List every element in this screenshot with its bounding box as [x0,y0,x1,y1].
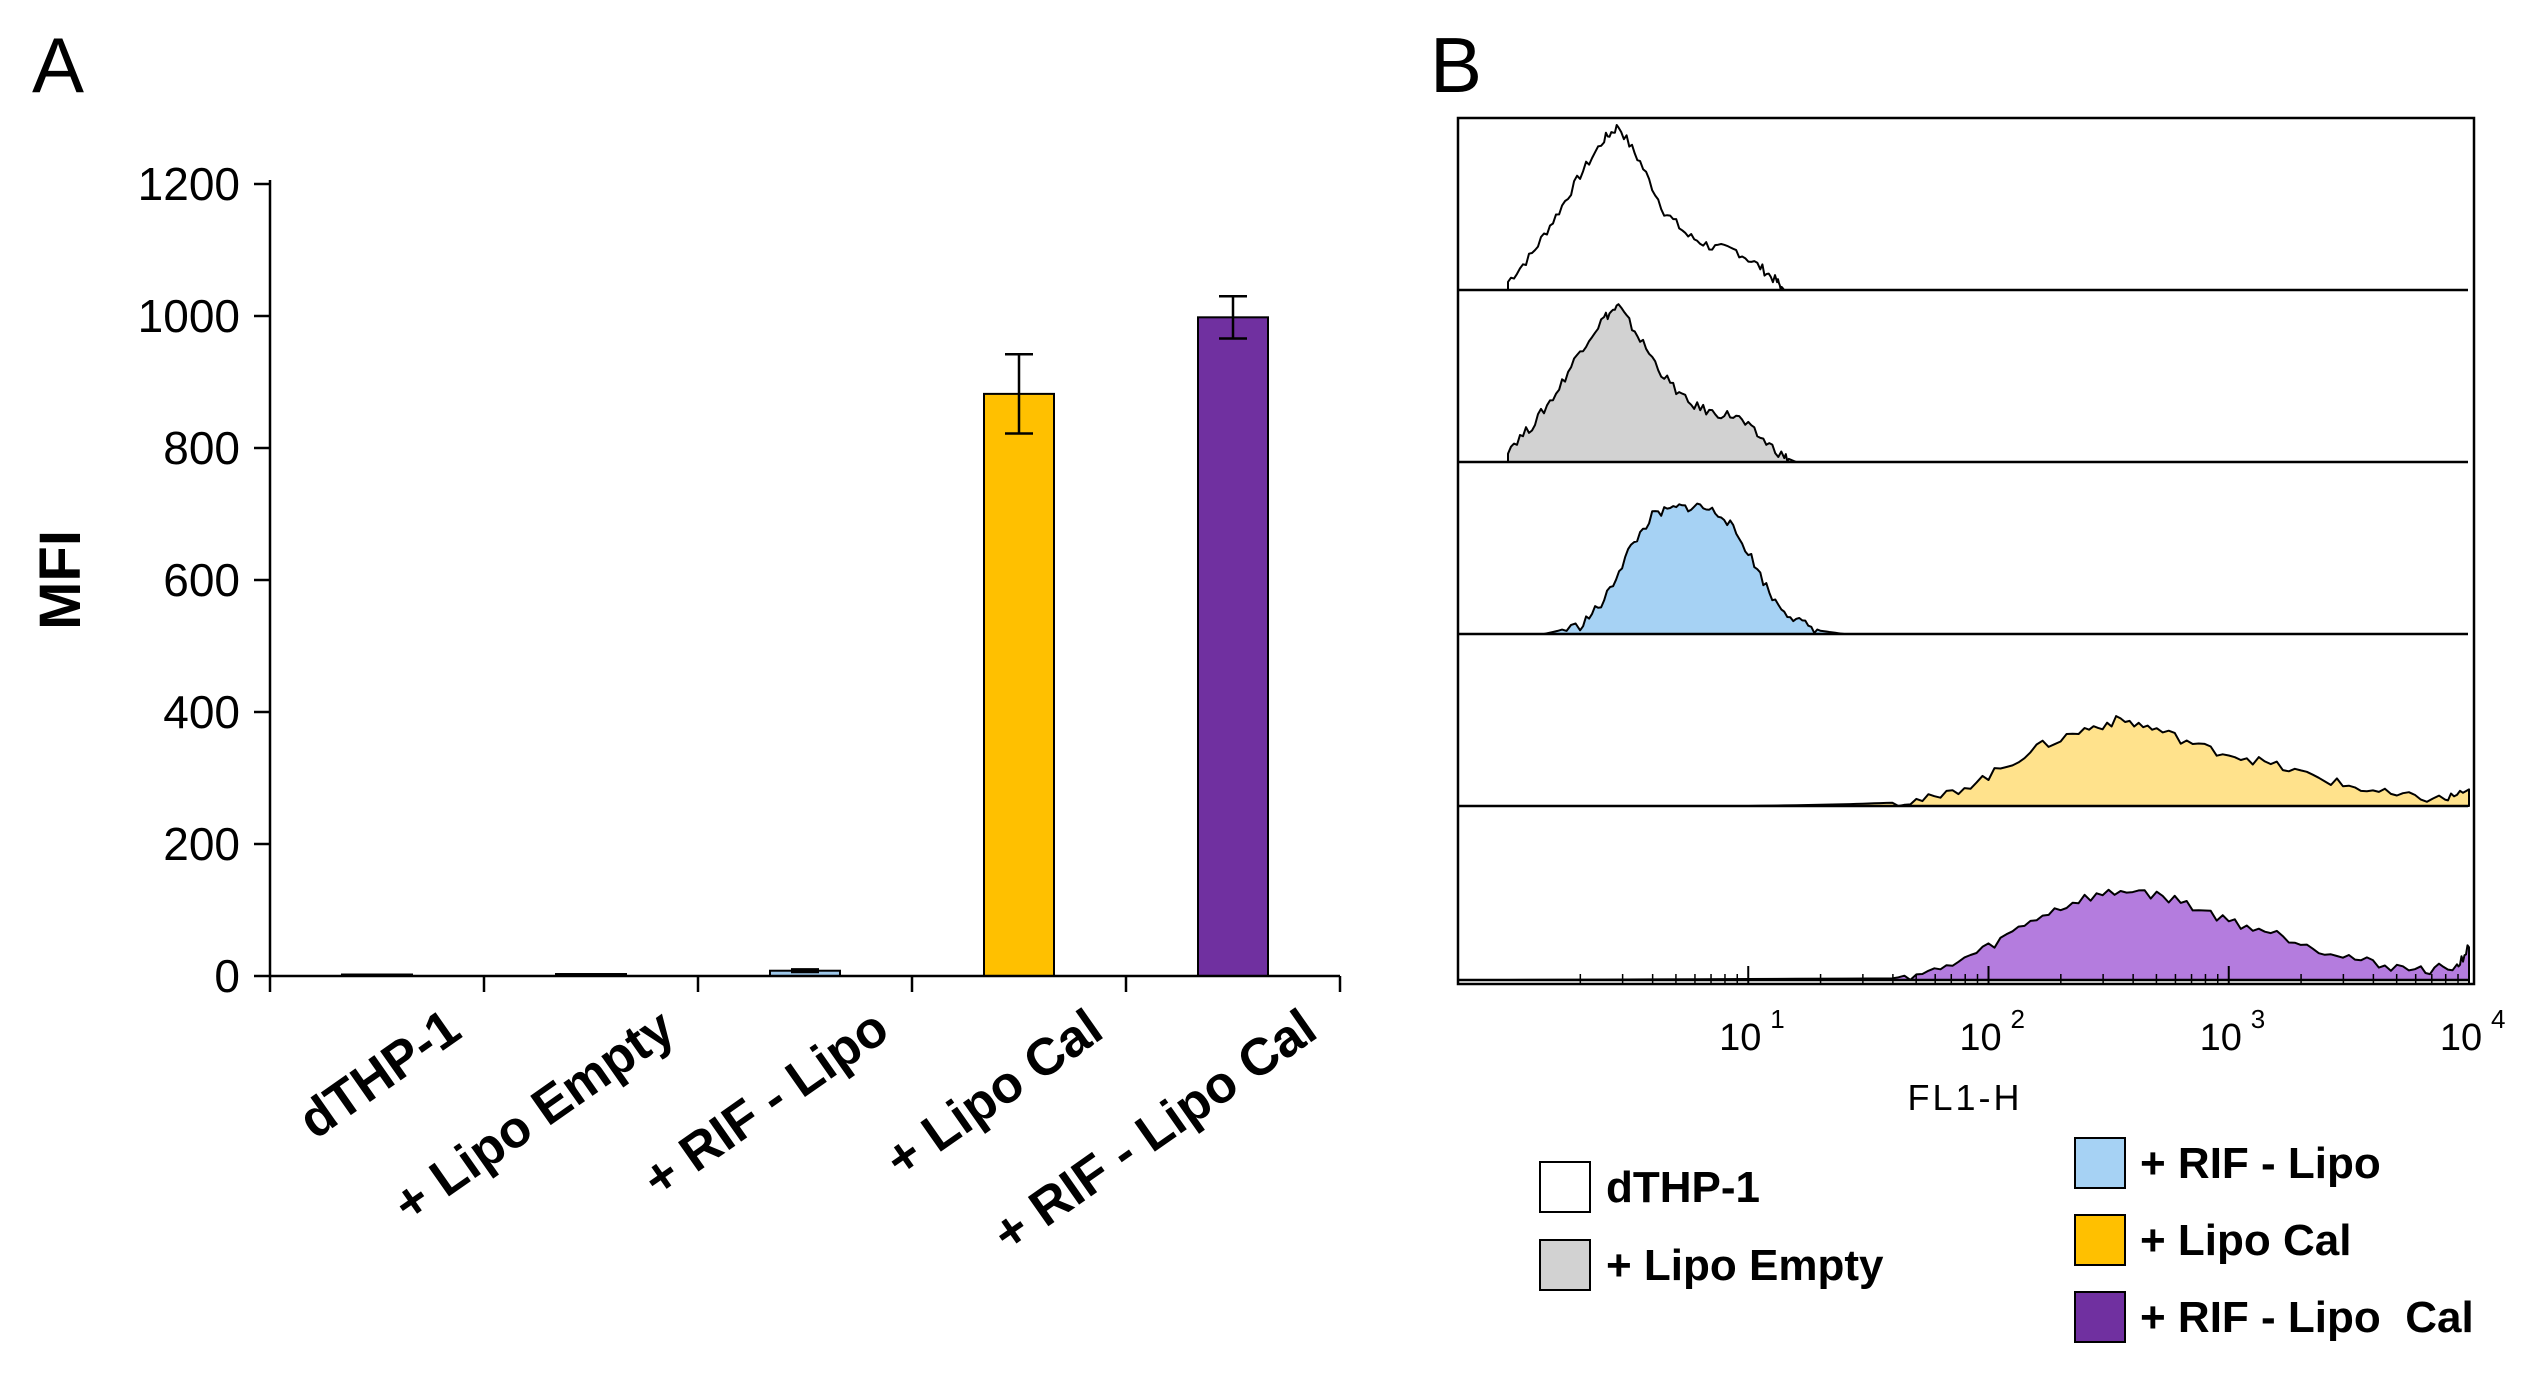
legend-item-dthp1: dTHP-1 [1539,1161,1760,1213]
legend-swatch-rif-lipo-cal [2074,1291,2126,1343]
legend-item-lipo-cal: + Lipo Cal [2074,1214,2351,1266]
svg-text:4: 4 [2491,1004,2505,1034]
error-bar [791,968,819,974]
histogram-series [1747,715,2470,807]
legend-label-dthp1: dTHP-1 [1606,1163,1760,1212]
x-tick-label-b: 10 2 [1959,1004,2025,1059]
legend-item-lipo-empty: + Lipo Empty [1539,1239,1884,1291]
error-bar [1005,353,1033,435]
bar [1197,316,1269,977]
y-tick-label: 400 [163,686,240,738]
svg-text:10: 10 [2440,1017,2482,1059]
legend: dTHP-1 + Lipo Empty + RIF - Lipo + Lipo … [1539,1137,2474,1343]
legend-label-rif-lipo-cal: + RIF - Lipo Cal [2140,1293,2474,1342]
histogram-series [1507,888,2470,981]
category-label: dTHP-1 [289,998,471,1150]
y-tick-label: 0 [214,950,240,1002]
y-tick-label: 600 [163,554,240,606]
y-tick-label: 200 [163,818,240,870]
legend-label-rif-lipo: + RIF - Lipo [2140,1139,2381,1188]
legend-swatch-lipo-empty [1539,1239,1591,1291]
histogram-series [1543,502,1846,635]
svg-text:1: 1 [1770,1004,1784,1034]
x-tick-label-b: 10 1 [1719,1004,1785,1059]
legend-label-lipo-cal: + Lipo Cal [2140,1216,2351,1265]
x-tick-label-b: 10 3 [2200,1004,2266,1059]
histogram-frame [1456,116,2476,986]
y-tick-label: 1200 [138,158,240,210]
y-tick-label: 1000 [138,290,240,342]
histogram-panel-b: 10 1 10 2 10 3 10 4 FL1-H [1456,116,2506,1118]
svg-text:10: 10 [1719,1017,1761,1059]
bar [983,392,1055,977]
legend-swatch-dthp1 [1539,1161,1591,1213]
y-tick-label: 800 [163,422,240,474]
svg-text:10: 10 [1959,1017,2001,1059]
panel-label-a: A [32,21,84,109]
svg-text:2: 2 [2011,1004,2025,1034]
legend-item-rif-lipo: + RIF - Lipo [2074,1137,2381,1189]
svg-text:10: 10 [2200,1017,2242,1059]
legend-swatch-lipo-cal [2074,1214,2126,1266]
legend-swatch-rif-lipo [2074,1137,2126,1189]
error-bar [1219,294,1247,340]
y-axis-label: MFI [28,530,93,630]
legend-item-rif-lipo-cal: + RIF - Lipo Cal [2074,1291,2474,1343]
x-tick-label-b: 10 4 [2440,1004,2506,1059]
legend-label-lipo-empty: + Lipo Empty [1606,1241,1884,1290]
histogram-series [1507,124,1786,291]
x-axis-label-b: FL1-H [1907,1077,2022,1118]
histogram-series [1507,303,1798,463]
svg-text:3: 3 [2251,1004,2265,1034]
panel-label-b: B [1430,21,1482,109]
